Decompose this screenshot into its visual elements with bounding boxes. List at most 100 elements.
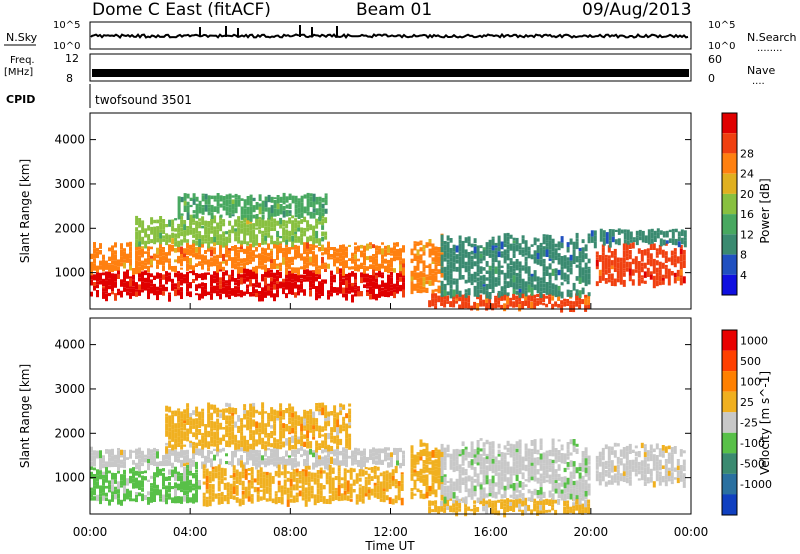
power-region-0-cell (228, 285, 231, 291)
power-region-0-cell (345, 273, 348, 278)
power-region-6-cell (482, 274, 486, 282)
power-region-7-cell (667, 281, 671, 286)
velocity-region-3-cell (342, 425, 346, 429)
velocity-region-3-cell (249, 411, 253, 418)
velocity-region-1-cell (192, 453, 195, 457)
velocity-region-3-cell (264, 427, 268, 436)
velocity-region-6-cell (440, 484, 444, 491)
power-region-7-cell (640, 277, 644, 280)
power-region-1-cell (183, 248, 186, 254)
velocity-region-1-cell (324, 455, 327, 462)
velocity-region-1-cell (279, 461, 282, 465)
velocity-region-6-cell (497, 443, 501, 449)
power-region-3-cell (249, 206, 253, 215)
power-region-0-cell (366, 277, 369, 283)
power-region-2-cell (315, 218, 319, 224)
velocity-region-1-cell (114, 454, 117, 460)
power-region-8-cell (665, 230, 669, 238)
power-region-1-cell (108, 247, 111, 252)
velocity-region-3-cell (174, 432, 178, 439)
velocity-region-6-cell (452, 449, 456, 456)
power-region-0-cell (249, 292, 252, 297)
power-region-1-cell (402, 267, 405, 276)
velocity-region-3-cell (264, 435, 268, 438)
power-region-7-cell (628, 243, 632, 249)
velocity-region-2-cell (391, 480, 395, 487)
velocity-region-6-cell (461, 467, 465, 470)
velocity-region-2-cell (355, 494, 359, 500)
velocity-region-6-cell (584, 465, 588, 468)
velocity-region-6-cell (470, 441, 474, 446)
power-region-0-cell (90, 291, 93, 297)
power-region-6-cell (446, 275, 450, 283)
power-region-6-cell (506, 249, 510, 254)
velocity-region-3-cell (255, 421, 259, 429)
velocity-region-6-cell (530, 462, 534, 466)
velocity-region-2-cell (307, 496, 311, 502)
power-region-0-cell (300, 280, 303, 284)
power-region-6-cell (482, 267, 486, 271)
velocity-region-1-cell (138, 464, 141, 472)
power-region-1-cell (264, 248, 267, 256)
power-region-2-cell (219, 220, 223, 225)
velocity-region-0-cell (117, 493, 120, 497)
velocity-region-6-cell (506, 461, 510, 467)
velocity-region-7-cell (622, 451, 626, 459)
velocity-region-6-cell (512, 444, 516, 452)
velocity-region-1-cell (147, 459, 150, 463)
power-region-1-cell (246, 254, 249, 262)
power-region-7-cell (610, 265, 614, 270)
velocity-region-4-cell (422, 478, 426, 486)
power-region-0-cell (267, 285, 270, 291)
power-region-3-cell (231, 199, 235, 204)
power-region-0-cell (141, 281, 144, 290)
velocity-region-4-cell (434, 463, 438, 467)
velocity-region-6-cell (584, 458, 588, 466)
power-region-3-cell (225, 206, 229, 212)
power-region-1-cell (330, 257, 333, 260)
velocity-region-6-cell (491, 463, 495, 467)
power-region-1-cell (291, 256, 294, 263)
power-region-0-cell (372, 294, 375, 300)
velocity-region-0-cell (120, 480, 123, 486)
velocity-region-3-cell (174, 428, 178, 433)
velocity-region-6-cell (530, 468, 534, 475)
power-region-0-cell (204, 272, 207, 278)
velocity-region-3-cell (210, 428, 214, 432)
power-region-1-cell (255, 246, 258, 252)
velocity-region-6-cell (482, 469, 486, 475)
velocity-region-6-cell (581, 482, 585, 490)
velocity-region-1-cell (150, 449, 153, 454)
power-region-0-cell (228, 294, 231, 299)
power-region-4-cell (434, 246, 438, 251)
velocity-region-7-cell (643, 459, 647, 465)
power-region-6-cell (473, 285, 477, 289)
velocity-region-3-cell (186, 428, 190, 437)
power-region-7-cell (664, 255, 668, 260)
power-region-2-cell (285, 220, 289, 224)
power-region-3-cell (279, 204, 283, 208)
power-region-1-cell (294, 252, 297, 260)
velocity-region-6-cell (446, 480, 450, 483)
power-region-6-cell (524, 240, 528, 248)
velocity-region-2-cell (328, 495, 332, 498)
velocity-region-2-cell (256, 491, 260, 495)
velocity-region-2-cell (319, 483, 323, 491)
power-region-1-cell (393, 242, 396, 246)
velocity-region-6-cell (587, 461, 591, 465)
velocity-region-5-cell (575, 504, 579, 511)
velocity-region-6-cell (461, 477, 465, 482)
velocity-region-4-cell (440, 449, 444, 458)
velocity-region-3-cell (216, 407, 220, 413)
velocity-region-1-cell (147, 455, 150, 459)
power-region-0-cell (96, 290, 99, 298)
velocity-region-2-cell (373, 485, 377, 493)
power-region-1-cell (192, 247, 195, 254)
velocity-region-2-cell (220, 496, 224, 504)
power-region-2-cell (228, 233, 232, 238)
velocity-region-1-cell (372, 452, 375, 457)
velocity-region-6-cell (533, 446, 537, 454)
power-region-7-cell (637, 281, 641, 286)
power-region-0-cell (255, 279, 258, 285)
power-region-6-cell (569, 254, 573, 261)
